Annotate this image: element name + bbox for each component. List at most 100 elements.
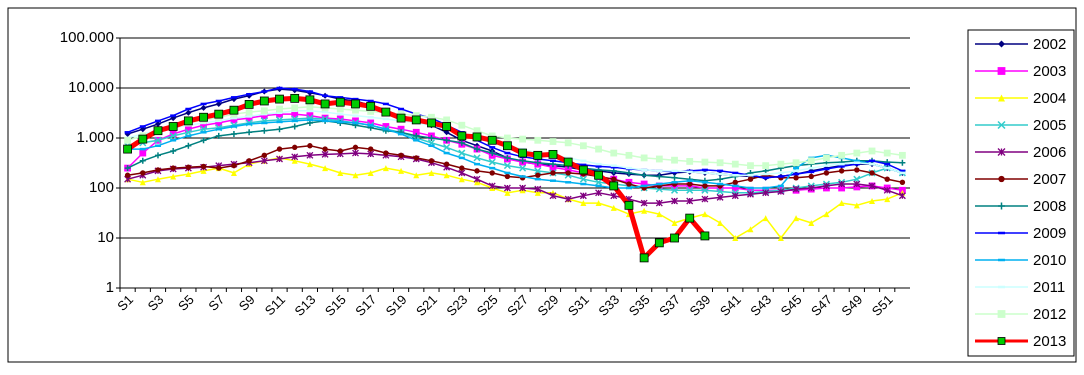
marker: [853, 202, 860, 209]
marker: [474, 146, 481, 153]
marker: [686, 186, 694, 194]
marker: [732, 235, 739, 241]
marker: [717, 219, 724, 226]
marker: [670, 233, 679, 243]
marker: [518, 148, 527, 158]
marker: [320, 99, 330, 109]
marker: [997, 148, 1006, 156]
series-line: [127, 87, 903, 179]
y-tick-label: 100: [89, 179, 114, 196]
marker: [792, 159, 800, 167]
marker: [443, 137, 450, 144]
marker: [139, 149, 147, 157]
marker: [367, 150, 375, 158]
marker: [306, 161, 313, 168]
marker: [413, 155, 419, 161]
marker: [337, 148, 343, 154]
marker: [823, 211, 830, 218]
marker: [428, 135, 435, 141]
marker: [625, 169, 632, 176]
marker: [473, 175, 481, 183]
marker: [793, 175, 799, 181]
marker: [998, 94, 1005, 102]
marker: [503, 162, 511, 170]
marker: [336, 105, 344, 113]
marker: [609, 181, 619, 191]
marker: [580, 200, 587, 207]
marker: [656, 211, 663, 218]
marker: [793, 215, 800, 222]
marker: [276, 126, 283, 133]
marker: [519, 184, 527, 192]
marker: [548, 149, 558, 159]
marker: [838, 151, 846, 159]
marker: [884, 176, 890, 182]
marker: [321, 150, 329, 158]
legend-label: 2012: [1033, 306, 1066, 323]
marker: [641, 207, 648, 214]
marker: [747, 226, 754, 233]
marker: [488, 182, 496, 190]
marker: [185, 109, 192, 116]
marker: [610, 192, 618, 200]
marker: [472, 132, 482, 142]
legend-label: 2002: [1033, 36, 1066, 53]
marker: [899, 151, 906, 159]
marker: [823, 170, 830, 176]
marker: [747, 162, 754, 170]
marker: [626, 181, 632, 187]
marker: [807, 157, 815, 165]
marker: [534, 159, 541, 166]
marker: [488, 158, 496, 166]
marker: [868, 182, 876, 190]
series-line: [127, 106, 903, 167]
legend-label: 2004: [1033, 90, 1066, 107]
legend-label: 2007: [1033, 171, 1066, 188]
marker: [381, 107, 391, 117]
marker: [671, 174, 678, 181]
marker: [884, 196, 891, 203]
marker: [214, 109, 224, 119]
marker: [899, 179, 906, 186]
marker: [595, 200, 602, 207]
legend-label: 2003: [1033, 63, 1066, 80]
marker: [442, 122, 452, 131]
marker: [504, 134, 511, 142]
marker: [503, 141, 512, 151]
marker: [625, 151, 633, 159]
marker: [747, 176, 754, 182]
marker: [997, 310, 1006, 318]
y-tick-label: 100.000: [60, 29, 114, 46]
marker: [701, 158, 709, 166]
y-tick-label: 10.000: [68, 79, 114, 96]
marker: [183, 116, 193, 126]
marker: [291, 153, 299, 161]
marker: [411, 115, 421, 125]
marker: [366, 101, 376, 111]
marker: [777, 188, 785, 195]
marker: [276, 146, 283, 152]
marker: [170, 165, 176, 171]
marker: [367, 169, 374, 176]
marker: [170, 173, 177, 180]
marker: [898, 192, 906, 200]
marker: [595, 189, 603, 197]
marker: [808, 173, 814, 180]
marker: [458, 169, 466, 177]
marker: [595, 178, 603, 186]
marker: [503, 184, 511, 192]
legend-box: [967, 29, 1075, 357]
marker: [792, 185, 800, 193]
marker: [275, 94, 284, 104]
marker: [762, 215, 769, 222]
marker: [656, 173, 663, 180]
marker: [519, 164, 527, 172]
marker: [578, 165, 588, 175]
marker: [550, 170, 556, 176]
marker: [869, 197, 876, 204]
marker: [533, 150, 543, 160]
marker: [716, 187, 724, 196]
marker: [259, 96, 269, 106]
legend-label: 2011: [1033, 279, 1065, 296]
